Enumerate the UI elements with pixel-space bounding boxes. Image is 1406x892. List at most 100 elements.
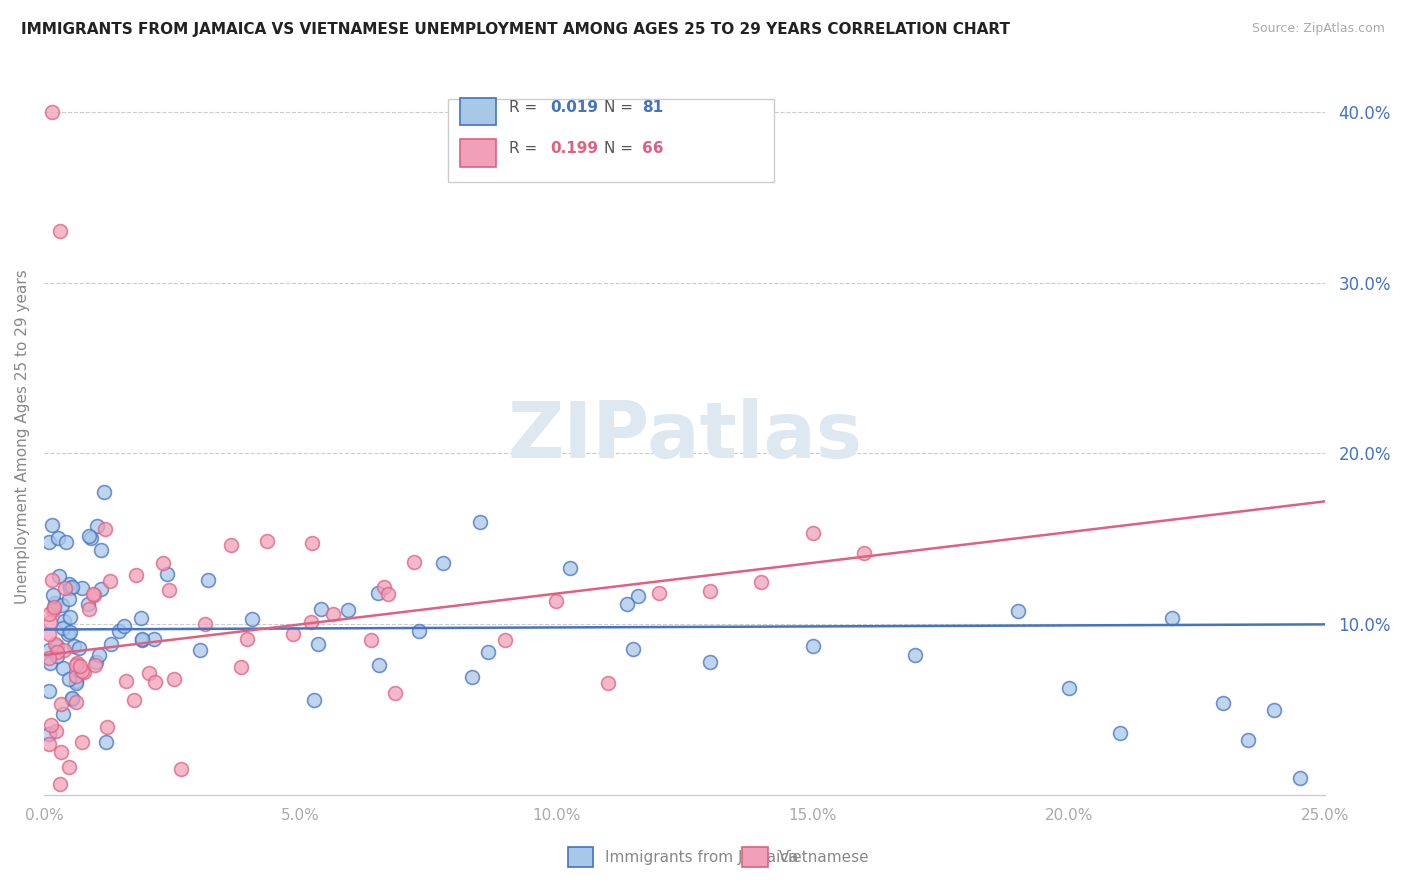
Point bbox=[904, 648, 927, 663]
Point bbox=[129, 611, 152, 625]
Bar bbox=[460, 98, 496, 126]
Text: N =: N = bbox=[603, 141, 638, 156]
Point bbox=[801, 640, 824, 654]
Point bbox=[66, 656, 89, 670]
Point bbox=[48, 568, 70, 582]
Point bbox=[163, 672, 186, 686]
Point bbox=[299, 615, 322, 629]
Point bbox=[76, 597, 98, 611]
Point bbox=[256, 534, 278, 549]
Point bbox=[308, 637, 330, 651]
Text: 66: 66 bbox=[643, 141, 664, 156]
Point bbox=[59, 625, 82, 640]
Text: IMMIGRANTS FROM JAMAICA VS VIETNAMESE UNEMPLOYMENT AMONG AGES 25 TO 29 YEARS COR: IMMIGRANTS FROM JAMAICA VS VIETNAMESE UN… bbox=[21, 22, 1010, 37]
Point bbox=[367, 585, 389, 599]
Point bbox=[65, 669, 87, 683]
Point bbox=[44, 596, 66, 610]
Point bbox=[77, 602, 100, 616]
Point bbox=[546, 594, 568, 608]
Point bbox=[59, 581, 82, 595]
Point bbox=[114, 674, 136, 689]
Point bbox=[1288, 771, 1310, 785]
Point bbox=[193, 616, 215, 631]
Point bbox=[122, 692, 145, 706]
Point bbox=[70, 664, 93, 678]
Point bbox=[621, 641, 644, 656]
Point bbox=[48, 224, 70, 238]
Point bbox=[42, 603, 65, 617]
Point bbox=[49, 777, 72, 791]
Point bbox=[477, 645, 499, 659]
Point bbox=[384, 686, 406, 700]
Point bbox=[751, 574, 773, 589]
Point bbox=[41, 518, 63, 533]
Point bbox=[52, 706, 75, 721]
Point bbox=[38, 727, 60, 741]
Point bbox=[373, 580, 395, 594]
Point bbox=[131, 632, 153, 647]
Point bbox=[157, 582, 180, 597]
Text: ZIPatlas: ZIPatlas bbox=[508, 399, 862, 475]
Point bbox=[142, 632, 165, 646]
Text: Vietnamese: Vietnamese bbox=[779, 850, 869, 864]
Point bbox=[699, 583, 721, 598]
Point bbox=[58, 591, 80, 606]
Point bbox=[90, 582, 112, 597]
Point bbox=[281, 627, 304, 641]
Point bbox=[42, 600, 65, 615]
Point bbox=[79, 531, 101, 545]
Point bbox=[432, 556, 454, 570]
Point bbox=[60, 692, 83, 706]
Point bbox=[67, 641, 90, 656]
Point bbox=[367, 658, 389, 673]
Point bbox=[55, 582, 77, 596]
Point bbox=[699, 655, 721, 669]
Point bbox=[45, 639, 67, 653]
Point bbox=[38, 737, 60, 751]
Point bbox=[156, 566, 179, 581]
Point bbox=[152, 556, 174, 570]
Point bbox=[221, 537, 243, 551]
Point bbox=[93, 485, 115, 500]
Point bbox=[65, 657, 87, 672]
Point bbox=[58, 760, 80, 774]
Bar bbox=[460, 139, 496, 167]
Point bbox=[52, 622, 75, 636]
Point bbox=[65, 676, 87, 690]
Point bbox=[1212, 696, 1234, 710]
Point bbox=[84, 657, 107, 672]
Point bbox=[197, 574, 219, 588]
Point bbox=[55, 535, 77, 549]
Point bbox=[596, 676, 619, 690]
Point bbox=[301, 536, 323, 550]
Point bbox=[377, 587, 399, 601]
Point bbox=[65, 695, 87, 709]
Point bbox=[49, 698, 72, 712]
Text: R =: R = bbox=[509, 141, 543, 156]
Point bbox=[468, 515, 491, 529]
Point bbox=[89, 648, 111, 662]
Text: Source: ZipAtlas.com: Source: ZipAtlas.com bbox=[1251, 22, 1385, 36]
Point bbox=[51, 745, 73, 759]
Point bbox=[51, 599, 73, 613]
Point bbox=[82, 587, 104, 601]
Text: 0.019: 0.019 bbox=[550, 100, 598, 115]
Point bbox=[41, 573, 63, 587]
Point bbox=[112, 619, 135, 633]
Text: 81: 81 bbox=[643, 100, 664, 115]
Point bbox=[63, 639, 86, 653]
Point bbox=[38, 534, 60, 549]
Point bbox=[190, 643, 212, 657]
Point bbox=[1237, 732, 1260, 747]
Point bbox=[52, 643, 75, 657]
Point bbox=[236, 632, 259, 647]
Point bbox=[100, 637, 122, 651]
Point bbox=[45, 724, 67, 739]
Point bbox=[94, 522, 117, 536]
Point bbox=[558, 561, 581, 575]
Point bbox=[38, 683, 60, 698]
Point bbox=[77, 529, 100, 543]
Point bbox=[96, 720, 118, 734]
Point bbox=[58, 673, 80, 687]
Text: Immigrants from Jamaica: Immigrants from Jamaica bbox=[605, 850, 797, 864]
